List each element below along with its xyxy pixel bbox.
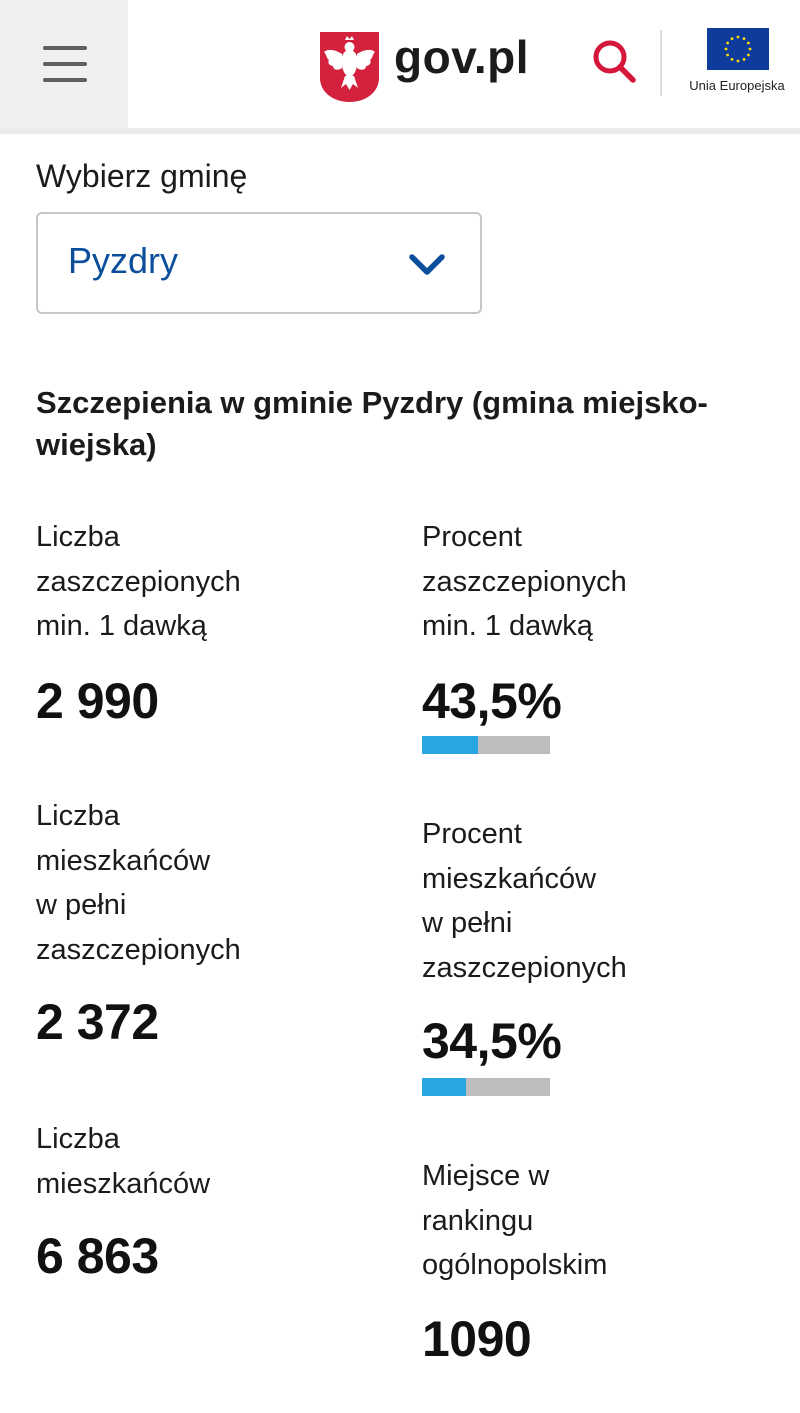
brand-name[interactable]: gov.pl xyxy=(394,31,530,83)
stat-label-line: ogólnopolskim xyxy=(422,1249,608,1281)
stat-label-line: Procent xyxy=(422,818,522,850)
stat-label-line: zaszczepionych xyxy=(36,565,241,598)
stat-label-line: Liczba xyxy=(36,1123,120,1155)
municipality-select-label: Wybierz gminę xyxy=(36,158,248,194)
stat-label-line: zaszczepionych xyxy=(422,951,627,984)
stat-label-line: min. 1 dawką xyxy=(422,610,593,642)
stat-value-percent-fully: 34,5% xyxy=(422,1013,562,1069)
stat-label-line: w pełni xyxy=(36,889,127,921)
stat-label-line: min. 1 dawką xyxy=(36,610,207,642)
stat-label-line: zaszczepionych xyxy=(36,933,241,966)
stat-label-line: Liczba xyxy=(36,800,120,832)
stat-label-line: Miejsce w xyxy=(422,1160,550,1192)
stat-label-percent-one-dose: Procent zaszczepionych min. 1 dawką xyxy=(422,515,782,649)
stat-label-line: zaszczepionych xyxy=(422,565,627,598)
stat-label-residents: Liczba mieszkańców xyxy=(36,1117,366,1206)
eu-label: Unia Europejska xyxy=(689,78,785,93)
hamburger-menu-icon-bar xyxy=(43,78,87,82)
stat-value-ranking: 1090 xyxy=(422,1311,532,1367)
stat-label-line: mieszkańców xyxy=(36,844,211,877)
stat-label-line: Liczba xyxy=(36,521,120,553)
eu-badge: Unia Europejska xyxy=(680,28,794,100)
hamburger-menu-icon-bar xyxy=(43,62,87,66)
stat-label-line: rankingu xyxy=(422,1204,534,1237)
stat-label-line: Procent xyxy=(422,521,522,553)
header-shadow xyxy=(0,128,800,134)
stat-label-line: mieszkańców xyxy=(36,1167,211,1200)
stat-label-ranking: Miejsce w rankingu ogólnopolskim xyxy=(422,1154,782,1288)
municipality-select[interactable]: Pyzdry xyxy=(36,212,482,314)
chevron-down-icon xyxy=(409,254,445,275)
stat-label-fully-vaccinated: Liczba mieszkańców w pełni zaszczepionyc… xyxy=(36,794,366,972)
stat-label-line: mieszkańców xyxy=(422,862,597,895)
section-title: Szczepienia w gminie Pyzdry (gmina miejs… xyxy=(36,385,708,462)
municipality-select-value: Pyzdry xyxy=(68,240,179,281)
stat-value-fully-vaccinated: 2 372 xyxy=(36,994,159,1050)
progress-bar-one-dose xyxy=(422,736,550,754)
progress-bar-fill xyxy=(422,736,478,754)
polish-eagle-emblem-icon[interactable] xyxy=(318,30,381,104)
header-divider xyxy=(660,30,662,96)
search-icon[interactable] xyxy=(588,36,640,88)
stat-value-vaccinated-one-dose: 2 990 xyxy=(36,673,159,729)
stat-label-line: w pełni xyxy=(422,907,513,939)
site-header: gov.pl Unia Europejska xyxy=(0,0,800,128)
menu-button[interactable] xyxy=(0,0,128,128)
eu-flag-icon xyxy=(707,28,769,70)
stat-label-vaccinated-one-dose: Liczba zaszczepionych min. 1 dawką xyxy=(36,515,366,649)
stat-label-percent-fully: Procent mieszkańców w pełni zaszczepiony… xyxy=(422,812,782,990)
progress-bar-fill xyxy=(422,1078,467,1096)
stat-value-residents: 6 863 xyxy=(36,1228,159,1284)
hamburger-menu-icon xyxy=(43,46,87,50)
progress-bar-fully xyxy=(422,1078,550,1096)
stat-value-percent-one-dose: 43,5% xyxy=(422,673,562,729)
